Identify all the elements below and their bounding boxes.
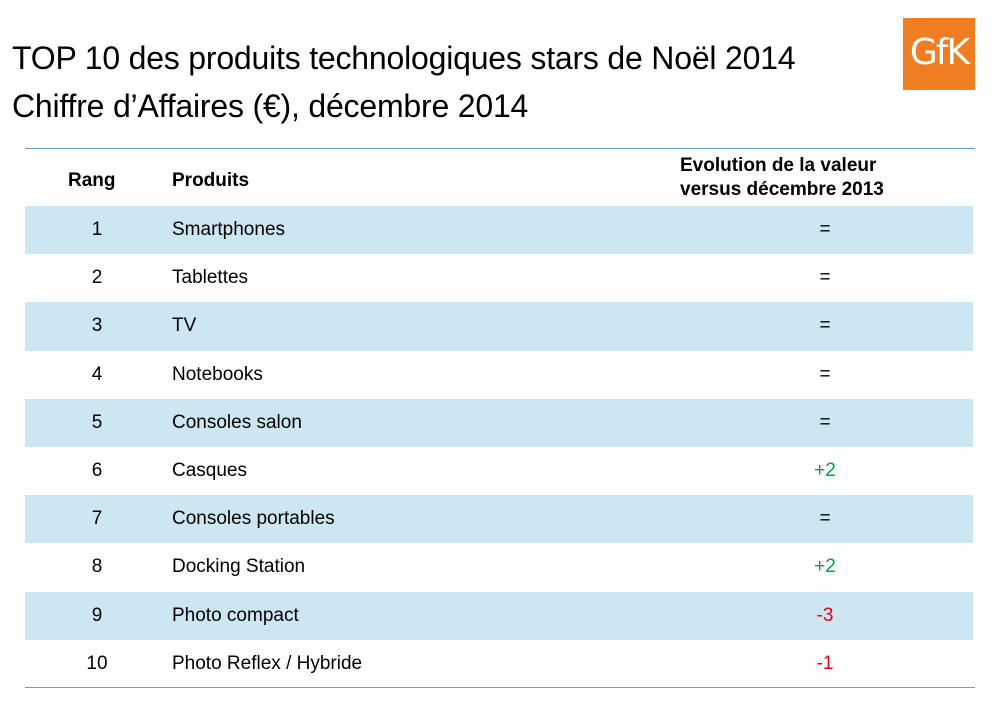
table-row: 10 Photo Reflex / Hybride -1 [25, 640, 973, 688]
table-row: 2 Tablettes = [25, 254, 973, 302]
table-body: 1 Smartphones = 2 Tablettes = 3 TV = 4 Notebooks = 5… [25, 206, 973, 688]
row-product: Notebooks [172, 363, 263, 385]
row-rank: 3 [91, 315, 103, 337]
table-row: 3 TV = [25, 302, 973, 351]
row-product: Consoles portables [172, 508, 335, 530]
row-rank: 6 [91, 459, 103, 481]
table-row: 6 Casques +2 [25, 447, 973, 495]
row-evolution: = [819, 411, 831, 433]
row-product: Tablettes [172, 267, 249, 289]
slide-title: TOP 10 des produits technologiques stars… [12, 34, 892, 130]
row-rank: 9 [91, 604, 103, 626]
row-rank: 7 [91, 508, 103, 530]
row-rank: 1 [91, 219, 103, 240]
row-evolution: = [819, 508, 831, 530]
row-evolution: = [819, 363, 831, 385]
row-product: Photo compact [172, 604, 299, 626]
row-product: Smartphones [172, 219, 286, 240]
row-evolution: -3 [816, 604, 834, 626]
row-evolution: = [819, 315, 831, 337]
row-product: Photo Reflex / Hybride [172, 652, 363, 674]
table-row: 8 Docking Station +2 [25, 543, 973, 591]
header-evolution-line-2: versus décembre 2013 [680, 179, 884, 200]
header-evolution-line-1: Evolution de la valeur [680, 155, 877, 176]
row-rank: 5 [91, 411, 103, 433]
table-row: 9 Photo compact -3 [25, 591, 973, 640]
table-row: 7 Consoles portables = [25, 495, 973, 544]
table-row: 1 Smartphones = [25, 206, 973, 255]
table-row: 5 Consoles salon = [25, 398, 973, 447]
gfk-logo-text: GfK [909, 32, 970, 73]
header-product: Produits [172, 170, 250, 191]
row-evolution: = [819, 219, 831, 240]
row-product: Consoles salon [172, 411, 302, 433]
table-header: Rang Produits Evolution de la valeur ver… [25, 149, 975, 206]
ranking-table: Rang Produits Evolution de la valeur ver… [25, 148, 975, 688]
table-row: 4 Notebooks = [25, 351, 973, 399]
row-rank: 4 [91, 363, 103, 385]
row-evolution: +2 [814, 459, 836, 481]
gfk-logo: GfK [903, 18, 975, 90]
row-evolution: -1 [816, 652, 834, 674]
title-line-1: TOP 10 des produits technologiques stars… [12, 40, 796, 76]
row-rank: 10 [86, 652, 108, 674]
title-line-2: Chiffre d’Affaires (€), décembre 2014 [12, 88, 529, 124]
row-product: Casques [172, 459, 247, 481]
row-evolution: +2 [814, 556, 836, 578]
row-product: TV [172, 315, 197, 337]
row-rank: 2 [91, 267, 103, 289]
row-evolution: = [819, 267, 831, 289]
row-rank: 8 [91, 556, 103, 578]
header-rank: Rang [68, 170, 116, 191]
header-evolution: Evolution de la valeur versus décembre 2… [680, 154, 884, 202]
row-product: Docking Station [172, 556, 306, 578]
